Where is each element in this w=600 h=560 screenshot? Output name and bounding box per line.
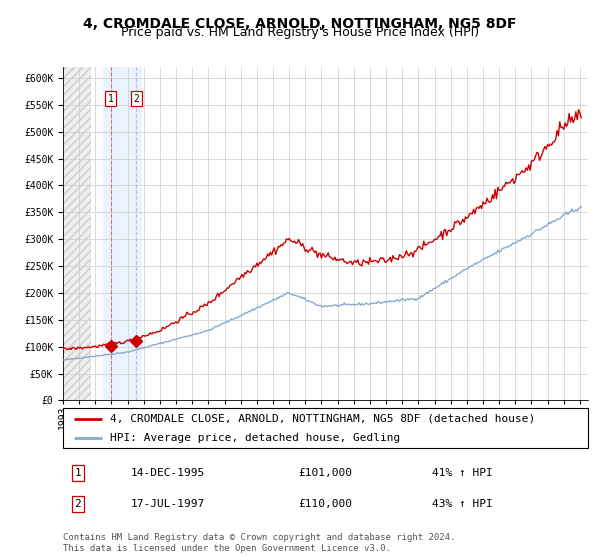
- Text: 2: 2: [74, 499, 81, 509]
- Text: Contains HM Land Registry data © Crown copyright and database right 2024.
This d: Contains HM Land Registry data © Crown c…: [63, 533, 455, 553]
- Text: 1: 1: [74, 468, 81, 478]
- Text: £101,000: £101,000: [299, 468, 353, 478]
- Text: £110,000: £110,000: [299, 499, 353, 509]
- Text: 4, CROMDALE CLOSE, ARNOLD, NOTTINGHAM, NG5 8DF (detached house): 4, CROMDALE CLOSE, ARNOLD, NOTTINGHAM, N…: [110, 414, 536, 424]
- Text: 41% ↑ HPI: 41% ↑ HPI: [431, 468, 493, 478]
- Text: 2: 2: [133, 94, 139, 104]
- Text: HPI: Average price, detached house, Gedling: HPI: Average price, detached house, Gedl…: [110, 432, 401, 442]
- Text: 17-JUL-1997: 17-JUL-1997: [131, 499, 205, 509]
- Text: 4, CROMDALE CLOSE, ARNOLD, NOTTINGHAM, NG5 8DF: 4, CROMDALE CLOSE, ARNOLD, NOTTINGHAM, N…: [83, 17, 517, 31]
- Text: Price paid vs. HM Land Registry's House Price Index (HPI): Price paid vs. HM Land Registry's House …: [121, 26, 479, 39]
- Text: 43% ↑ HPI: 43% ↑ HPI: [431, 499, 493, 509]
- Bar: [63, 67, 91, 400]
- Bar: [103, 67, 142, 400]
- Text: 1: 1: [108, 94, 113, 104]
- Text: 14-DEC-1995: 14-DEC-1995: [131, 468, 205, 478]
- FancyBboxPatch shape: [63, 408, 588, 448]
- Bar: [63, 67, 91, 400]
